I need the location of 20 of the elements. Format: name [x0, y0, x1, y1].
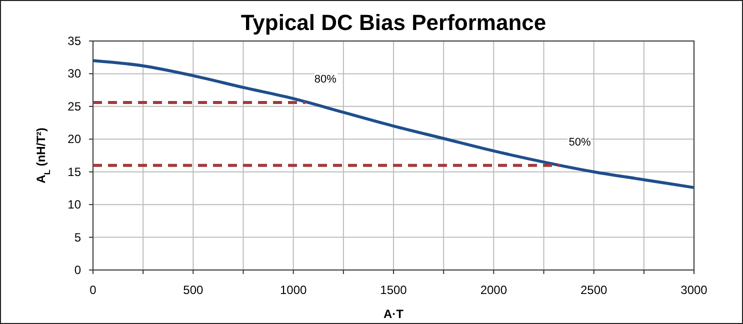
x-tick-label: 1000: [280, 283, 308, 297]
line-series: [92, 59, 696, 190]
x-tick-label: 2000: [480, 283, 508, 297]
y-tick-label: 5: [74, 230, 82, 244]
x-axis-title: A·T: [384, 307, 404, 321]
x-tick-label: 2500: [580, 283, 608, 297]
annotation: 80%: [314, 74, 337, 86]
y-tick-label: 10: [68, 198, 82, 212]
x-tick-label: 1500: [380, 283, 408, 297]
y-tick-label: 15: [68, 164, 82, 179]
y-tick-label: 25: [68, 99, 82, 114]
y-tick-label: 35: [68, 34, 82, 48]
x-tick-label: 500: [183, 283, 204, 297]
y-tick-label: 20: [68, 132, 82, 146]
x-tick-label: 0: [90, 283, 97, 297]
y-tick-label: 0: [74, 263, 82, 277]
x-tick-label: 3000: [680, 283, 708, 297]
y-tick-label: 30: [68, 66, 82, 81]
chart-title: Typical DC Bias Performance: [240, 10, 546, 35]
annotation: 50%: [568, 136, 591, 148]
